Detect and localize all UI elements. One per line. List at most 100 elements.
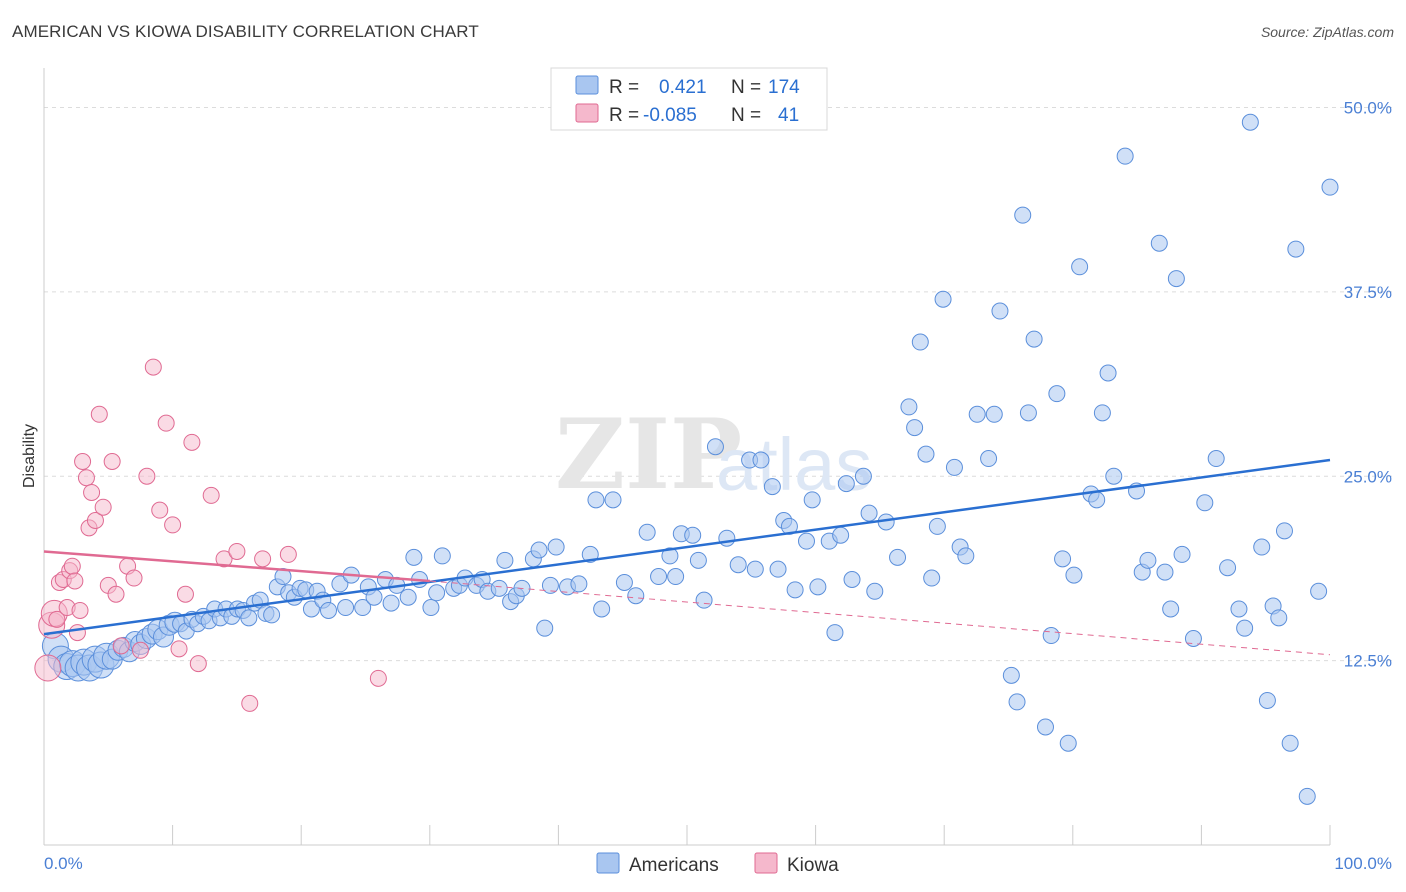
americans-point <box>1065 566 1083 584</box>
americans-point <box>302 600 320 618</box>
americans-point <box>433 547 451 565</box>
americans-point <box>1173 545 1191 563</box>
americans-point <box>1048 385 1066 403</box>
americans-point <box>769 560 787 578</box>
americans-point <box>1059 734 1077 752</box>
americans-point <box>382 594 400 612</box>
tick-labels: 12.5% 25.0% 37.5% 50.0% 0.0% 100.0% <box>44 99 1392 874</box>
americans-point <box>957 547 975 565</box>
americans-point <box>1258 691 1276 709</box>
kiowa-point <box>189 655 207 673</box>
bottom-legend-swatch-americans <box>596 852 620 874</box>
bottom-legend-americans: Americans <box>629 855 719 876</box>
americans-point <box>1105 467 1123 485</box>
americans-point <box>1008 693 1026 711</box>
kiowa-point <box>71 601 89 619</box>
kiowa-trend-line <box>43 550 430 583</box>
kiowa-point <box>254 550 272 568</box>
legend-r-label-americans: R = <box>609 77 639 98</box>
americans-point <box>889 548 907 566</box>
americans-point <box>1196 494 1214 512</box>
americans-point <box>1071 258 1089 276</box>
kiowa-point <box>74 453 92 470</box>
americans-point <box>1287 240 1305 258</box>
americans-point <box>650 568 668 586</box>
americans-point <box>263 606 281 624</box>
y-tick-label: 37.5% <box>1344 283 1392 302</box>
americans-point <box>1042 627 1060 645</box>
legend-swatch-kiowa <box>575 103 599 123</box>
americans-point <box>866 582 884 600</box>
y-tick-label: 50.0% <box>1344 99 1392 118</box>
americans-point <box>826 624 844 642</box>
americans-point <box>422 599 440 617</box>
watermark-zip: ZIP <box>555 398 742 511</box>
americans-point <box>917 445 935 463</box>
americans-point <box>786 581 804 599</box>
americans-point <box>1207 450 1225 468</box>
americans-point <box>1116 147 1134 165</box>
kiowa-point <box>176 585 194 603</box>
americans-point <box>1036 718 1054 736</box>
legend-n-label-kiowa: N = <box>731 105 761 126</box>
americans-point <box>689 551 707 569</box>
americans-point <box>490 579 508 597</box>
americans-point <box>638 523 656 541</box>
americans-point <box>860 504 878 522</box>
x-tick-label: 0.0% <box>44 854 83 873</box>
americans-point <box>593 600 611 618</box>
legend-r-value-americans: 0.421 <box>659 77 707 98</box>
americans-point <box>695 591 713 609</box>
kiowa-point <box>94 498 112 516</box>
americans-point <box>1310 582 1328 600</box>
americans-point <box>1150 234 1168 252</box>
americans-point <box>1275 522 1293 540</box>
gridlines <box>44 107 1392 662</box>
kiowa-point <box>107 585 125 603</box>
americans-point <box>832 526 850 544</box>
americans-point <box>1298 787 1316 805</box>
kiowa-point <box>90 405 108 423</box>
americans-point <box>1184 630 1202 647</box>
americans-point <box>570 575 588 593</box>
bottom-legend-kiowa: Kiowa <box>787 855 839 876</box>
kiowa-point <box>125 569 143 587</box>
americans-point <box>854 467 872 485</box>
americans-point <box>1014 206 1032 224</box>
kiowa-point <box>138 467 156 485</box>
americans-point <box>365 588 383 606</box>
kiowa-point <box>63 557 81 575</box>
kiowa-point <box>144 358 162 376</box>
americans-point <box>945 458 963 476</box>
americans-point <box>706 438 724 456</box>
americans-point <box>797 532 815 550</box>
legend-swatch-americans <box>575 75 599 95</box>
americans-point <box>968 405 986 423</box>
americans-point <box>1054 550 1072 568</box>
americans-point <box>496 551 514 569</box>
americans-point <box>661 547 679 565</box>
kiowa-point <box>215 550 233 568</box>
kiowa-point <box>279 545 297 563</box>
trend-lines <box>43 458 1331 656</box>
y-tick-label: 25.0% <box>1344 467 1392 486</box>
correlation-legend: R = 0.421 N = 174 R = -0.085 N = 41 <box>550 67 828 131</box>
americans-point <box>1025 330 1043 348</box>
americans-point <box>541 576 559 594</box>
kiowa-point <box>77 469 95 487</box>
americans-point <box>1270 609 1288 627</box>
americans-point <box>1162 600 1180 618</box>
americans-point <box>547 538 565 556</box>
watermark-atlas: atlas <box>716 423 872 506</box>
americans-point <box>399 588 417 606</box>
americans-point <box>1139 551 1157 569</box>
kiowa-point <box>83 483 101 501</box>
americans-point <box>1236 619 1254 637</box>
americans-point <box>1088 491 1106 509</box>
kiowa-point <box>241 694 259 712</box>
americans-point <box>718 529 736 547</box>
americans-point <box>1321 178 1339 196</box>
americans-point <box>928 517 946 535</box>
kiowa-point <box>68 624 86 642</box>
